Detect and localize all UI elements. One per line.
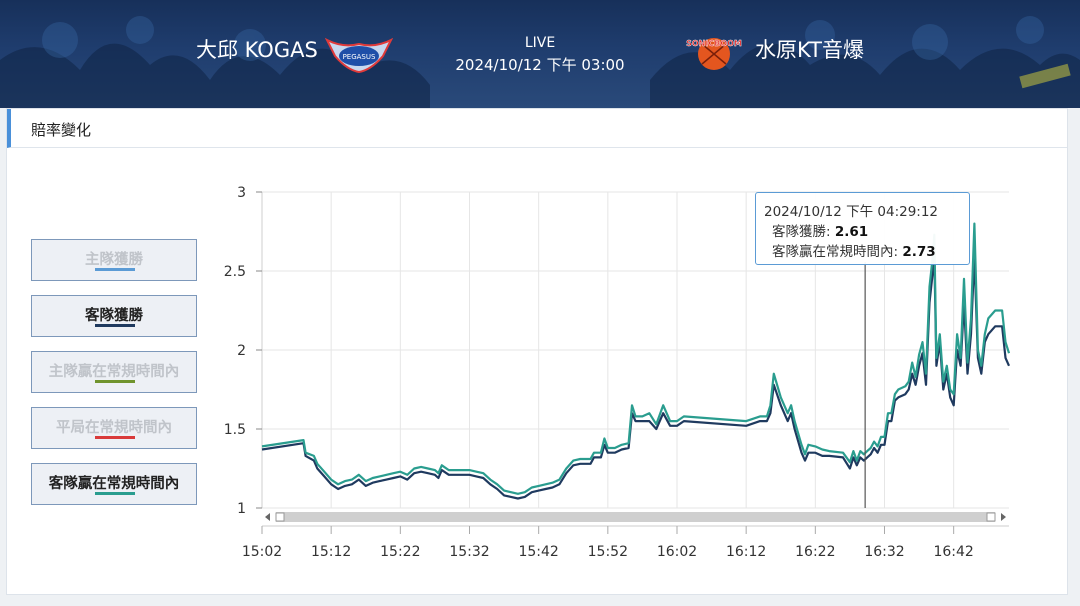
y-tick-label: 2 [237, 343, 246, 359]
x-tick-label: 16:12 [726, 544, 766, 560]
match-datetime: 2024/10/12 下午 03:00 [455, 56, 625, 74]
crowd-background [0, 16, 1080, 108]
x-tick-label: 15:52 [588, 544, 628, 560]
tooltip-line-2: 客隊贏在常規時間內: 2.73 [772, 240, 936, 260]
panel-title: 賠率變化 [31, 121, 92, 139]
legend-color-swatch [95, 492, 135, 495]
y-tick-label: 1.5 [224, 422, 246, 438]
match-header: 大邱 KOGAS PEGASUS LIVE 2024/10/12 下午 03:0… [0, 0, 1080, 108]
home-team-logo: PEGASUS [325, 37, 393, 74]
away-logo-text: SONICBOOM [686, 39, 742, 48]
tooltip-line-1: 客隊獲勝: 2.61 [772, 220, 868, 240]
legend-label: 客隊贏在常規時間內 [48, 476, 180, 492]
x-tick-label: 15:32 [449, 544, 489, 560]
y-tick-label: 1 [237, 501, 246, 517]
legend-toggle-3[interactable]: 主隊贏在常規時間內 [31, 351, 197, 393]
tooltip-line-1-label: 客隊獲勝: [772, 224, 835, 240]
x-tick-label: 16:02 [657, 544, 697, 560]
legend-toggle-5[interactable]: 客隊贏在常規時間內 [31, 463, 197, 505]
tooltip-line-1-value: 2.61 [834, 224, 869, 240]
series-line-1 [261, 252, 1011, 500]
x-tick-label: 16:32 [864, 544, 904, 560]
scrollbar-handle-right [986, 512, 996, 522]
legend-toggle-2[interactable]: 客隊獲勝 [31, 295, 197, 337]
legend-label: 平局在常規時間內 [56, 420, 172, 436]
scroll-right-arrow-icon [1001, 513, 1006, 521]
chart-tooltip: 2024/10/12 下午 04:29:12 客隊獲勝: 2.61 客隊贏在常規… [755, 192, 970, 265]
home-logo-text: PEGASUS [343, 53, 376, 61]
legend-color-swatch [95, 380, 135, 383]
away-team-logo: SONICBOOM [686, 38, 742, 70]
tooltip-time: 2024/10/12 下午 04:29:12 [764, 204, 939, 220]
scrollbar-handle-left [275, 512, 285, 522]
legend-color-swatch [95, 436, 135, 439]
home-team-name: 大邱 KOGAS [196, 38, 318, 62]
legend-color-swatch [95, 268, 135, 271]
tooltip-line-2-value: 2.73 [902, 244, 936, 260]
x-tick-label: 15:22 [380, 544, 420, 560]
y-tick-label: 2.5 [224, 264, 246, 280]
away-team-name: 水原KT音爆 [755, 38, 864, 62]
legend-toggle-1[interactable]: 主隊獲勝 [31, 239, 197, 281]
x-tick-label: 16:42 [933, 544, 973, 560]
chart-grid [261, 191, 1009, 509]
scroll-left-arrow-icon [265, 513, 270, 521]
x-tick-label: 15:42 [518, 544, 558, 560]
legend-toggle-4[interactable]: 平局在常規時間內 [31, 407, 197, 449]
legend-label: 客隊獲勝 [85, 308, 143, 324]
live-status: LIVE [524, 35, 556, 51]
x-tick-label: 15:12 [311, 544, 351, 560]
x-tick-label: 15:02 [242, 544, 282, 560]
legend-color-swatch [95, 324, 135, 327]
x-tick-label: 16:22 [795, 544, 835, 560]
legend-label: 主隊贏在常規時間內 [48, 364, 180, 380]
panel-title-bar: 賠率變化 [7, 109, 1067, 148]
y-tick-label: 3 [237, 185, 246, 201]
tooltip-line-2-label: 客隊贏在常規時間內: [772, 244, 903, 260]
legend-label: 主隊獲勝 [85, 252, 143, 268]
scrollbar-thumb [276, 512, 995, 522]
